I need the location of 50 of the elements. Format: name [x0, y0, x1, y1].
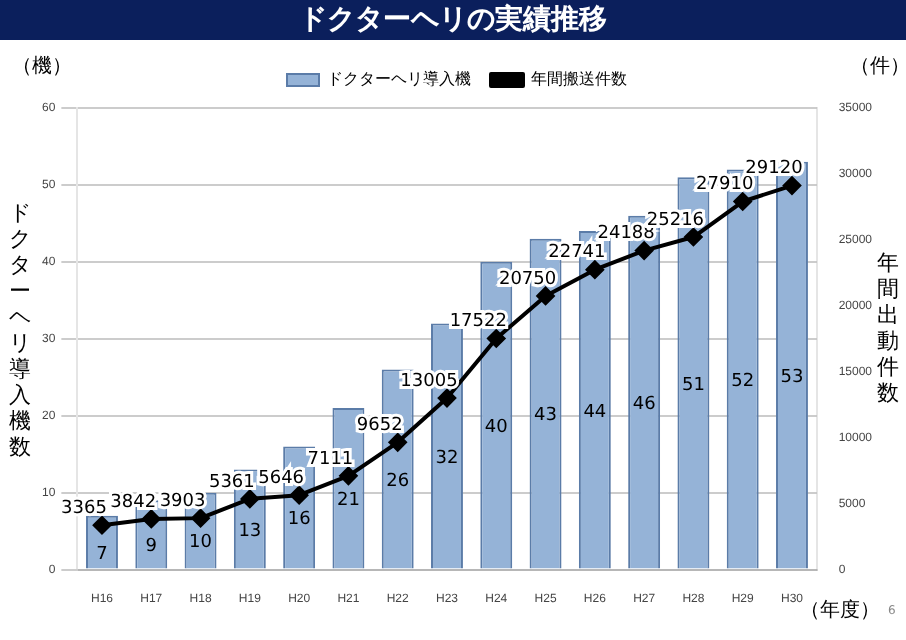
point: [142, 509, 161, 528]
data-label: 7: [96, 544, 108, 565]
text: （件）: [850, 54, 906, 80]
point: [240, 489, 259, 508]
point: [585, 260, 604, 279]
text: （年度）: [800, 599, 880, 624]
point: [782, 176, 801, 195]
point: [635, 241, 654, 260]
data-label: 3903: [159, 491, 206, 512]
data-label: 51: [681, 375, 705, 396]
data-label: 24188: [597, 224, 656, 245]
data-label: 10: [189, 533, 213, 554]
data-label: 26: [386, 471, 410, 492]
legend-label: 年間搬送件数: [531, 70, 627, 89]
point: [290, 486, 309, 505]
data-label: 44: [583, 402, 607, 423]
data-label: 13: [238, 521, 262, 542]
y2-axis-title: 年間出動件数: [875, 250, 901, 406]
data-label: 53: [780, 367, 804, 388]
data-label: 21: [336, 491, 360, 512]
data-label: 52: [731, 371, 755, 392]
data-label: 22741: [548, 243, 606, 264]
point: [388, 433, 407, 452]
point: [487, 329, 506, 348]
data-label: 27910: [696, 175, 754, 196]
data-label: 3365: [61, 498, 107, 519]
data-label: 13005: [400, 371, 458, 392]
data-label: 17522: [449, 312, 507, 333]
data-label: 20750: [498, 269, 557, 290]
data-label: 7111: [307, 449, 354, 470]
text: ドクターヘリ導入機数: [9, 200, 31, 460]
point: [536, 286, 555, 305]
point: [437, 389, 456, 408]
point: [339, 466, 358, 485]
chart-title: ドクターヘリの実績推移: [0, 0, 906, 40]
data-label: 16: [287, 510, 312, 531]
point: [684, 228, 703, 247]
data-label: 9: [145, 537, 158, 558]
point: [92, 516, 111, 535]
data-label: 3842: [110, 492, 157, 513]
legend-label: ドクターヘリ導入機: [327, 70, 471, 89]
data-label: 40: [484, 417, 509, 438]
text: （機）: [12, 53, 72, 80]
point: [191, 509, 210, 528]
point: [733, 192, 752, 211]
data-label: 32: [435, 448, 459, 469]
data-label: 43: [534, 406, 558, 427]
data-label: 5646: [258, 468, 305, 489]
data-label: 46: [632, 394, 657, 415]
data-label: 9652: [356, 415, 403, 436]
